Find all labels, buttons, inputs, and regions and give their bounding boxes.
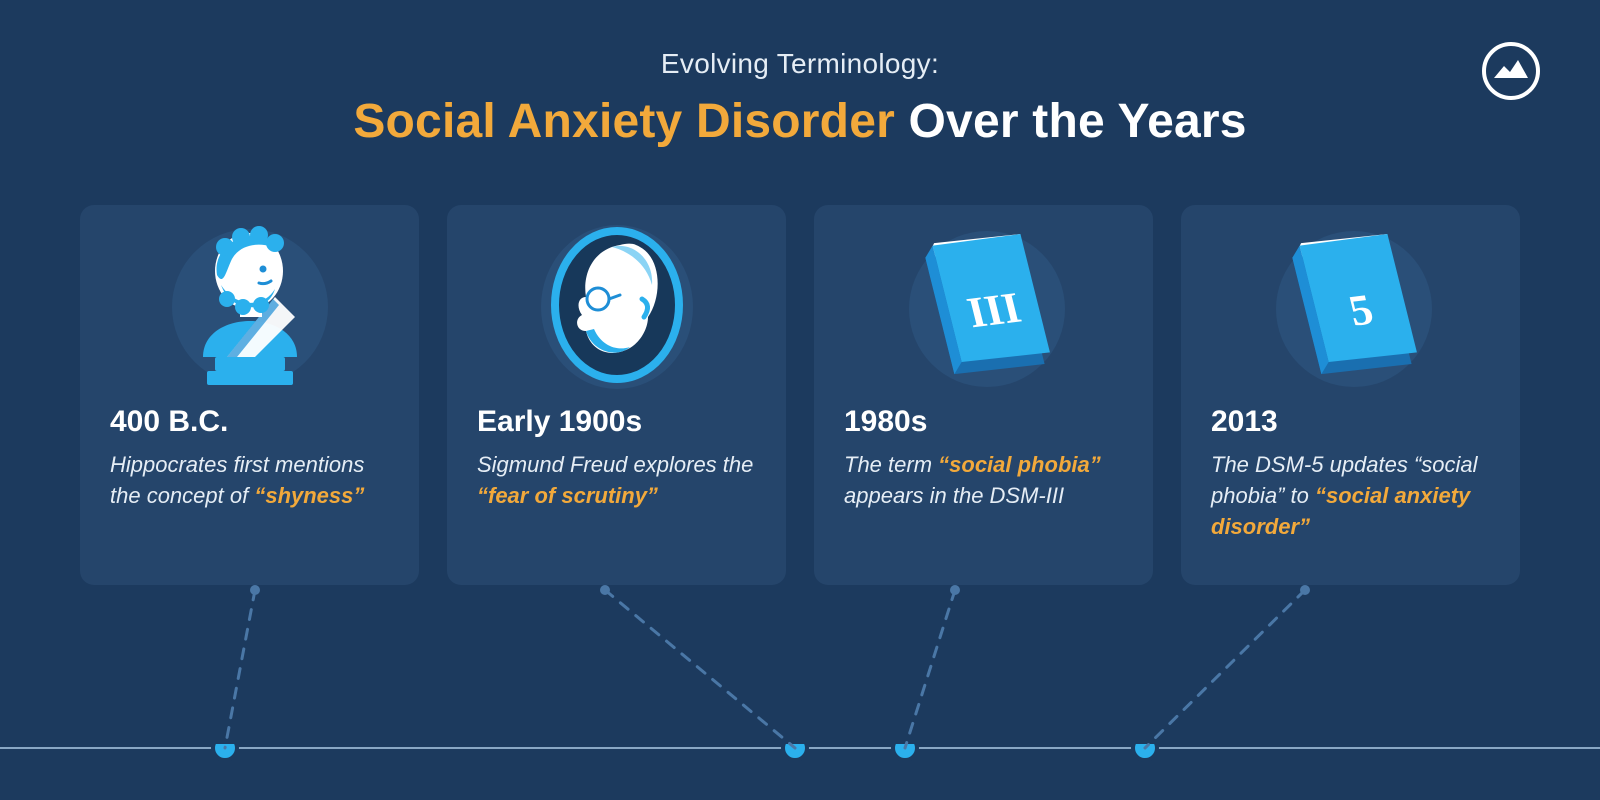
header: Evolving Terminology: Social Anxiety Dis…: [0, 48, 1600, 149]
bust-icon: [145, 189, 355, 399]
card-year: 1980s: [844, 405, 1123, 439]
infographic-canvas: Evolving Terminology: Social Anxiety Dis…: [0, 0, 1600, 800]
card-description: The term “social phobia” appears in the …: [844, 449, 1123, 511]
header-title: Social Anxiety Disorder Over the Years: [0, 94, 1600, 149]
book-icon: III: [879, 189, 1089, 399]
svg-text:III: III: [962, 283, 1025, 337]
freud-icon: [512, 189, 722, 399]
card-description: Hippocrates first mentions the concept o…: [110, 449, 389, 511]
timeline-card-dsm5: 5 2013 The DSM-5 updates “social phobia”…: [1181, 205, 1520, 585]
timeline-card-hippocrates: 400 B.C. Hippocrates first mentions the …: [80, 205, 419, 585]
header-eyebrow: Evolving Terminology:: [0, 48, 1600, 80]
card-description: The DSM-5 updates “social phobia” to “so…: [1211, 449, 1490, 543]
timeline-axis: [0, 744, 1600, 800]
card-year: 400 B.C.: [110, 405, 389, 439]
svg-text:5: 5: [1344, 285, 1378, 335]
timeline-card-dsm3: III 1980s The term “social phobia” appea…: [814, 205, 1153, 585]
timeline-cards: 400 B.C. Hippocrates first mentions the …: [80, 205, 1520, 585]
header-title-rest: Over the Years: [895, 95, 1247, 148]
header-title-highlight: Social Anxiety Disorder: [353, 95, 895, 148]
card-year: Early 1900s: [477, 405, 756, 439]
card-year: 2013: [1211, 405, 1490, 439]
book-icon: 5: [1246, 189, 1456, 399]
timeline-card-freud: Early 1900s Sigmund Freud explores the “…: [447, 205, 786, 585]
card-description: Sigmund Freud explores the “fear of scru…: [477, 449, 756, 511]
